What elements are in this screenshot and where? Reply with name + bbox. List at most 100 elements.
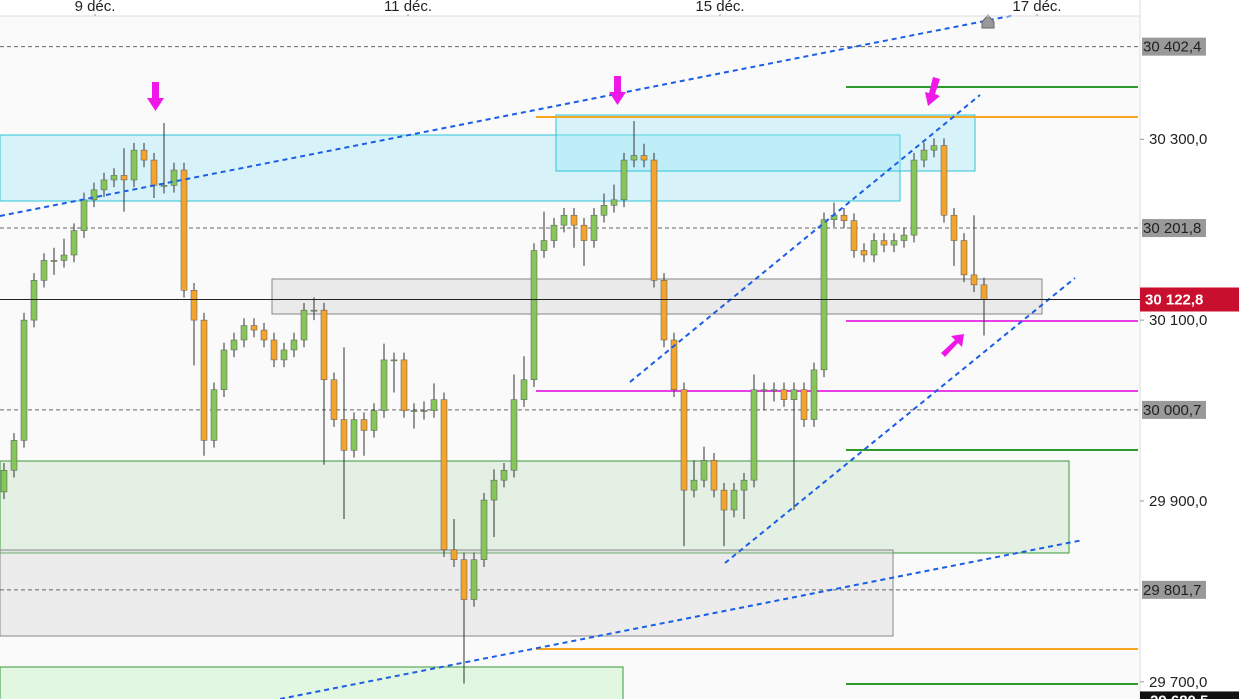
candle-body	[100, 179, 108, 191]
candle-body	[140, 149, 148, 161]
candle-body	[550, 224, 558, 241]
candle-body	[400, 359, 408, 411]
candle-body	[900, 234, 908, 241]
candle-body	[180, 169, 188, 291]
last-price-box	[1140, 287, 1239, 312]
candle-body	[800, 389, 808, 420]
y-tick-label: 30 402,4	[1143, 39, 1201, 56]
candle-body	[30, 280, 38, 321]
candle-body	[650, 159, 658, 281]
horizontal-lines	[536, 86, 1138, 685]
candle-body	[790, 389, 798, 400]
candle-body	[10, 440, 18, 471]
candle-body	[440, 399, 448, 551]
arrows	[147, 76, 964, 357]
candle-body	[740, 479, 748, 491]
trend-line	[724, 277, 1076, 564]
candle-body	[410, 410, 418, 412]
candle-body	[340, 419, 348, 451]
zone	[0, 666, 624, 699]
candle-body	[640, 155, 648, 161]
level-label-box	[1142, 219, 1206, 238]
candle-body	[240, 325, 248, 341]
candle-body	[500, 469, 508, 481]
candle-body	[330, 379, 338, 420]
zone	[0, 460, 1070, 554]
candle-body	[270, 339, 278, 361]
levels	[0, 46, 1140, 591]
candle-body	[600, 205, 608, 216]
trend-line	[279, 539, 1084, 699]
candle-body	[750, 389, 758, 481]
candle-body	[120, 175, 128, 181]
candle-body	[710, 460, 718, 491]
zone	[0, 549, 894, 637]
candle-body	[370, 410, 378, 431]
candle-body	[670, 339, 678, 390]
candle-body	[510, 399, 518, 471]
candle-body	[930, 145, 938, 151]
low-price-box	[1140, 691, 1239, 699]
y-tick-label: 29 900,0	[1149, 493, 1207, 510]
candle-body	[190, 290, 198, 321]
candle-body	[430, 399, 438, 411]
candle-body	[860, 250, 868, 256]
candle-body	[460, 559, 468, 600]
candle-body	[530, 250, 538, 381]
candle-body	[780, 389, 788, 400]
candle-body	[250, 325, 258, 331]
trend-line	[0, 14, 1016, 217]
arrow	[609, 76, 626, 105]
level-label-box	[1142, 400, 1206, 419]
candle-body	[810, 369, 818, 420]
y-tick-label: 30 000,7	[1143, 402, 1201, 419]
candle-body	[760, 389, 768, 391]
candle-body	[110, 175, 118, 181]
candle-body	[220, 349, 228, 390]
plot-background	[0, 16, 1140, 699]
zones	[0, 114, 1070, 699]
candle-body	[210, 389, 218, 441]
level-label-box	[1142, 580, 1206, 599]
low-price-label: 29 680,5	[1150, 692, 1208, 699]
candle-body	[560, 214, 568, 226]
zone	[0, 134, 901, 202]
candle-body	[260, 329, 268, 341]
candle-body	[570, 214, 578, 226]
y-tick-label: 30 201,8	[1143, 220, 1201, 237]
candle-body	[850, 220, 858, 251]
candle-body	[960, 240, 968, 276]
trend-line	[629, 94, 981, 383]
candle-body	[580, 224, 588, 241]
candle-body	[90, 189, 98, 201]
candle-body	[170, 169, 178, 186]
y-tick-label: 30 100,0	[1149, 312, 1207, 329]
arrow	[925, 77, 940, 106]
candle-body	[590, 214, 598, 241]
candle-body	[540, 240, 548, 251]
last-price-label: 30 122,8	[1145, 291, 1203, 308]
candle-body	[70, 230, 78, 256]
candles	[0, 121, 988, 684]
level-label-box	[1142, 37, 1206, 56]
candle-body	[660, 280, 668, 341]
candle-body	[40, 260, 48, 281]
candle-body	[820, 219, 828, 371]
candle-body	[770, 389, 778, 391]
candle-body	[630, 155, 638, 161]
candle-body	[450, 549, 458, 560]
candle-body	[730, 489, 738, 511]
candle-body	[380, 359, 388, 411]
candle-body	[490, 479, 498, 501]
candle-body	[60, 254, 68, 261]
candle-body	[940, 145, 948, 216]
arrow	[147, 82, 164, 111]
candle-body	[870, 240, 878, 256]
x-tick-label: 17 déc.	[1012, 0, 1061, 15]
candle-body	[970, 274, 978, 286]
candle-body	[840, 214, 848, 221]
candle-body	[150, 159, 158, 186]
candle-body	[230, 339, 238, 351]
candle-body	[290, 339, 298, 351]
candle-body	[320, 309, 328, 381]
